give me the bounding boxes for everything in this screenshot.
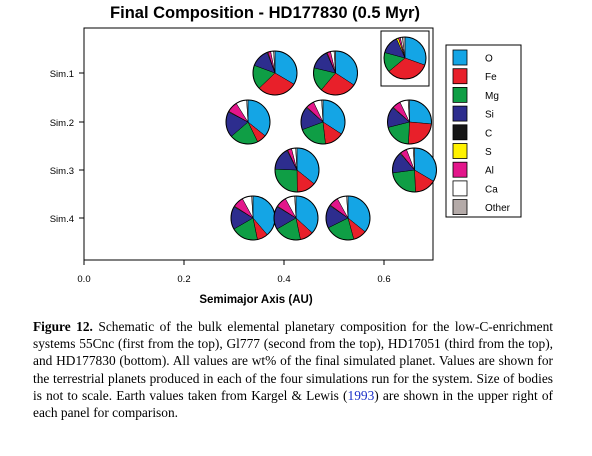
- legend-swatch-o: [452, 49, 468, 66]
- legend-swatch-c: [452, 124, 468, 141]
- pie-outline: [252, 50, 298, 96]
- caption-text-after: ) are shown in the upper right of each p…: [33, 387, 553, 421]
- x-tick-label: 0.4: [277, 274, 290, 285]
- x-tick-label: 0.0: [77, 274, 90, 285]
- caption-label: Figure 12.: [33, 319, 93, 334]
- planet-pie: [252, 50, 298, 96]
- legend-swatch-other: [452, 199, 468, 216]
- legend-swatch-s: [452, 143, 468, 159]
- legend-label-mg: Mg: [485, 91, 499, 102]
- x-axis: 0.0 0.2 0.4 0.6: [77, 260, 391, 285]
- y-tick-label: Sim.3: [50, 166, 74, 177]
- legend-label-other: Other: [485, 203, 511, 214]
- composition-chart: Final Composition - HD177830 (0.5 Myr) S…: [50, 4, 522, 306]
- chart-svg: Final Composition - HD177830 (0.5 Myr) S…: [50, 4, 522, 306]
- pie-outline: [300, 99, 346, 145]
- pie-slice-mg: [392, 169, 416, 193]
- caption-text-before: Schematic of the bulk elemental planetar…: [33, 319, 553, 403]
- planet-pie: [387, 99, 432, 145]
- legend-swatch-al: [452, 161, 468, 178]
- x-tick-label: 0.2: [177, 274, 190, 285]
- legend-swatch-mg: [452, 87, 468, 103]
- pie-outline: [392, 147, 437, 193]
- planet-pie: [274, 147, 320, 193]
- pie-outline: [387, 99, 432, 145]
- pie-slice-o: [409, 99, 432, 125]
- y-axis: Sim.1 Sim.2 Sim.3 Sim.4: [50, 69, 84, 225]
- planet-pie: [300, 99, 346, 145]
- x-tick-label: 0.6: [377, 274, 390, 285]
- legend: O Fe Mg Si CS Al Ca Other: [445, 44, 522, 218]
- planet-pie: [313, 50, 358, 96]
- y-tick-label: Sim.4: [50, 214, 74, 225]
- legend-swatch-ca: [452, 180, 468, 197]
- pie-outline: [325, 195, 371, 241]
- planet-pie: [225, 99, 271, 145]
- legend-swatch-fe: [452, 68, 468, 85]
- planet-pies: [225, 50, 437, 241]
- pie-outline: [225, 99, 271, 145]
- figure-caption: Figure 12. Schematic of the bulk element…: [33, 318, 553, 421]
- pie-outline: [274, 147, 320, 193]
- legend-label-al: Al: [485, 166, 494, 177]
- legend-label-o: O: [485, 54, 493, 65]
- planet-pie: [392, 147, 437, 193]
- y-tick-label: Sim.2: [50, 118, 74, 129]
- planet-pie: [230, 195, 276, 241]
- pie-outline: [273, 195, 319, 241]
- legend-label-fe: Fe: [485, 72, 497, 83]
- earth-reference-pie: [383, 36, 427, 80]
- planet-pie: [325, 195, 371, 241]
- x-axis-label: Semimajor Axis (AU): [199, 294, 312, 306]
- earth-reference: [380, 30, 430, 87]
- planet-pie: [273, 195, 319, 241]
- pie-outline: [383, 36, 427, 80]
- legend-label-s: S: [485, 147, 492, 158]
- y-tick-label: Sim.1: [50, 69, 74, 80]
- plot-frame: [83, 27, 434, 261]
- legend-label-c: C: [485, 128, 492, 139]
- legend-swatch-si: [452, 105, 468, 122]
- caption-citation-link[interactable]: 1993: [347, 387, 375, 403]
- chart-title: Final Composition - HD177830 (0.5 Myr): [110, 4, 420, 22]
- pie-outline: [313, 50, 358, 96]
- legend-label-si: Si: [485, 110, 494, 121]
- pie-slice-mg: [274, 168, 298, 193]
- legend-label-ca: Ca: [485, 184, 498, 195]
